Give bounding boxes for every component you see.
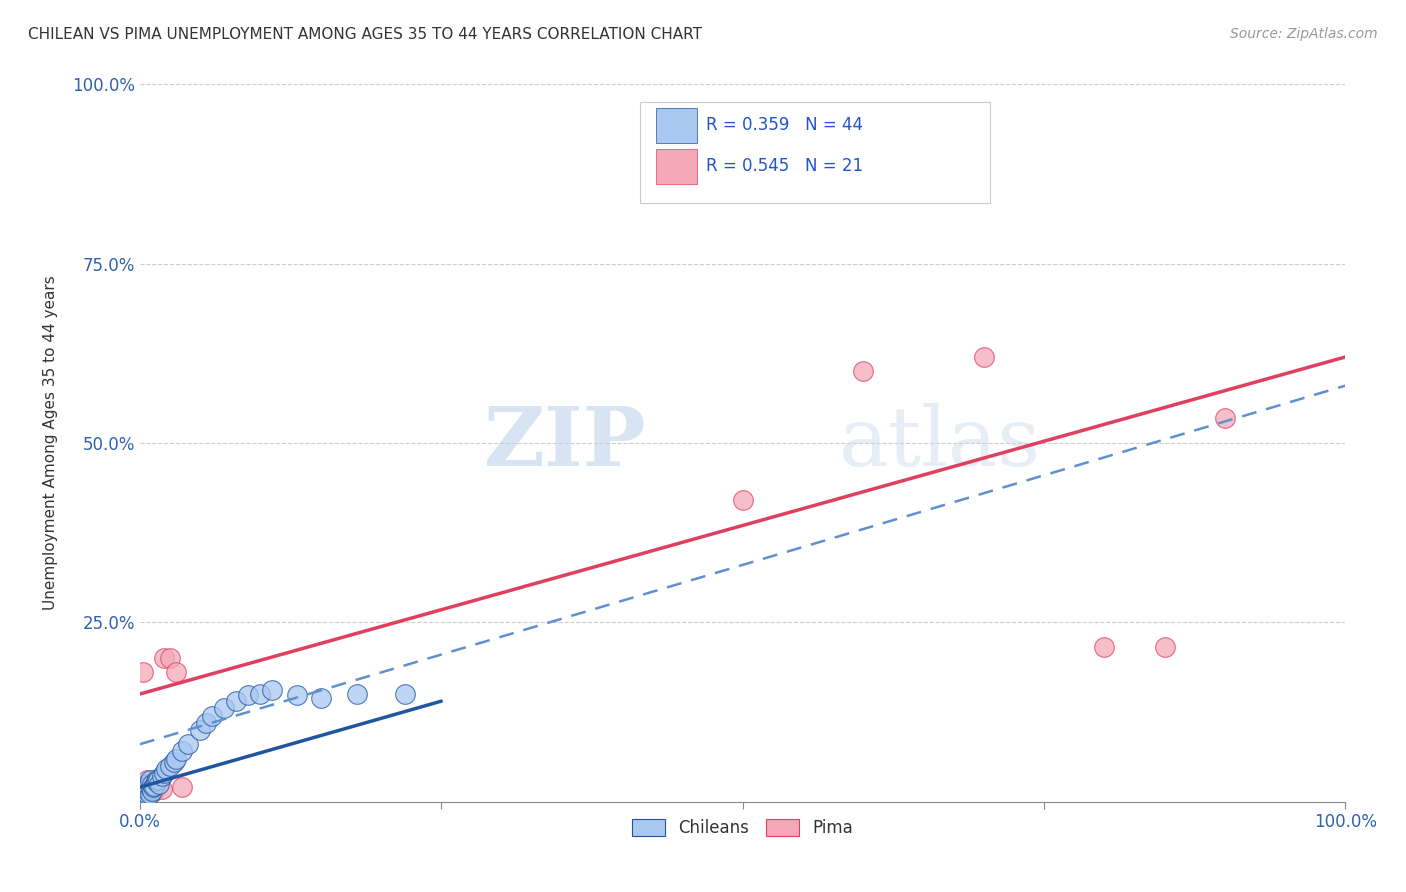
Point — [138, 773, 160, 788]
Point — [138, 788, 160, 802]
Point — [129, 784, 152, 798]
Point — [148, 777, 170, 791]
Point — [150, 781, 173, 796]
Point — [136, 784, 159, 798]
Point — [146, 777, 169, 791]
Point — [1213, 411, 1236, 425]
Point — [170, 744, 193, 758]
Point — [225, 694, 247, 708]
Y-axis label: Unemployment Among Ages 35 to 44 years: Unemployment Among Ages 35 to 44 years — [44, 276, 58, 610]
Point — [141, 780, 163, 795]
Point — [162, 755, 184, 769]
Point — [285, 689, 308, 703]
Point — [262, 683, 284, 698]
FancyBboxPatch shape — [655, 149, 697, 184]
Point — [153, 651, 176, 665]
Point — [394, 687, 416, 701]
Point — [135, 786, 157, 800]
Point — [136, 773, 159, 788]
FancyBboxPatch shape — [640, 103, 990, 202]
Point — [131, 786, 153, 800]
Point — [159, 651, 181, 665]
Point — [731, 493, 754, 508]
Point — [188, 723, 211, 737]
Point — [852, 364, 875, 378]
Text: CHILEAN VS PIMA UNEMPLOYMENT AMONG AGES 35 TO 44 YEARS CORRELATION CHART: CHILEAN VS PIMA UNEMPLOYMENT AMONG AGES … — [28, 27, 702, 42]
Text: Source: ZipAtlas.com: Source: ZipAtlas.com — [1230, 27, 1378, 41]
Point — [170, 780, 193, 795]
Point — [134, 789, 156, 803]
Point — [141, 777, 163, 791]
Point — [135, 780, 157, 795]
Point — [309, 690, 332, 705]
Point — [132, 788, 155, 802]
Point — [129, 791, 152, 805]
Point — [134, 781, 156, 796]
Point — [1092, 640, 1115, 655]
FancyBboxPatch shape — [655, 108, 697, 143]
Point — [165, 665, 187, 680]
Point — [973, 350, 995, 364]
Point — [146, 773, 169, 788]
Point — [132, 665, 155, 680]
Point — [138, 786, 160, 800]
Point — [159, 758, 181, 772]
Point — [143, 779, 166, 793]
Text: R = 0.359   N = 44: R = 0.359 N = 44 — [706, 116, 863, 134]
Text: R = 0.545   N = 21: R = 0.545 N = 21 — [706, 157, 863, 175]
Point — [145, 772, 167, 786]
Point — [142, 780, 165, 795]
Point — [136, 781, 159, 796]
Point — [131, 789, 153, 803]
Text: ZIP: ZIP — [484, 403, 647, 483]
Point — [346, 687, 368, 701]
Point — [155, 762, 177, 776]
Point — [136, 788, 159, 802]
Point — [136, 779, 159, 793]
Point — [249, 687, 271, 701]
Point — [136, 777, 159, 791]
Point — [177, 737, 200, 751]
Point — [150, 769, 173, 783]
Point — [141, 784, 163, 798]
Point — [165, 751, 187, 765]
Point — [153, 765, 176, 780]
Point — [214, 701, 236, 715]
Text: atlas: atlas — [839, 403, 1042, 483]
Point — [1153, 640, 1175, 655]
Point — [139, 781, 162, 796]
Legend: Chileans, Pima: Chileans, Pima — [626, 812, 860, 844]
Point — [131, 780, 153, 795]
Point — [135, 788, 157, 802]
Point — [201, 708, 224, 723]
Point — [195, 715, 218, 730]
Point — [238, 689, 260, 703]
Point — [143, 784, 166, 798]
Point — [145, 774, 167, 789]
Point — [132, 784, 155, 798]
